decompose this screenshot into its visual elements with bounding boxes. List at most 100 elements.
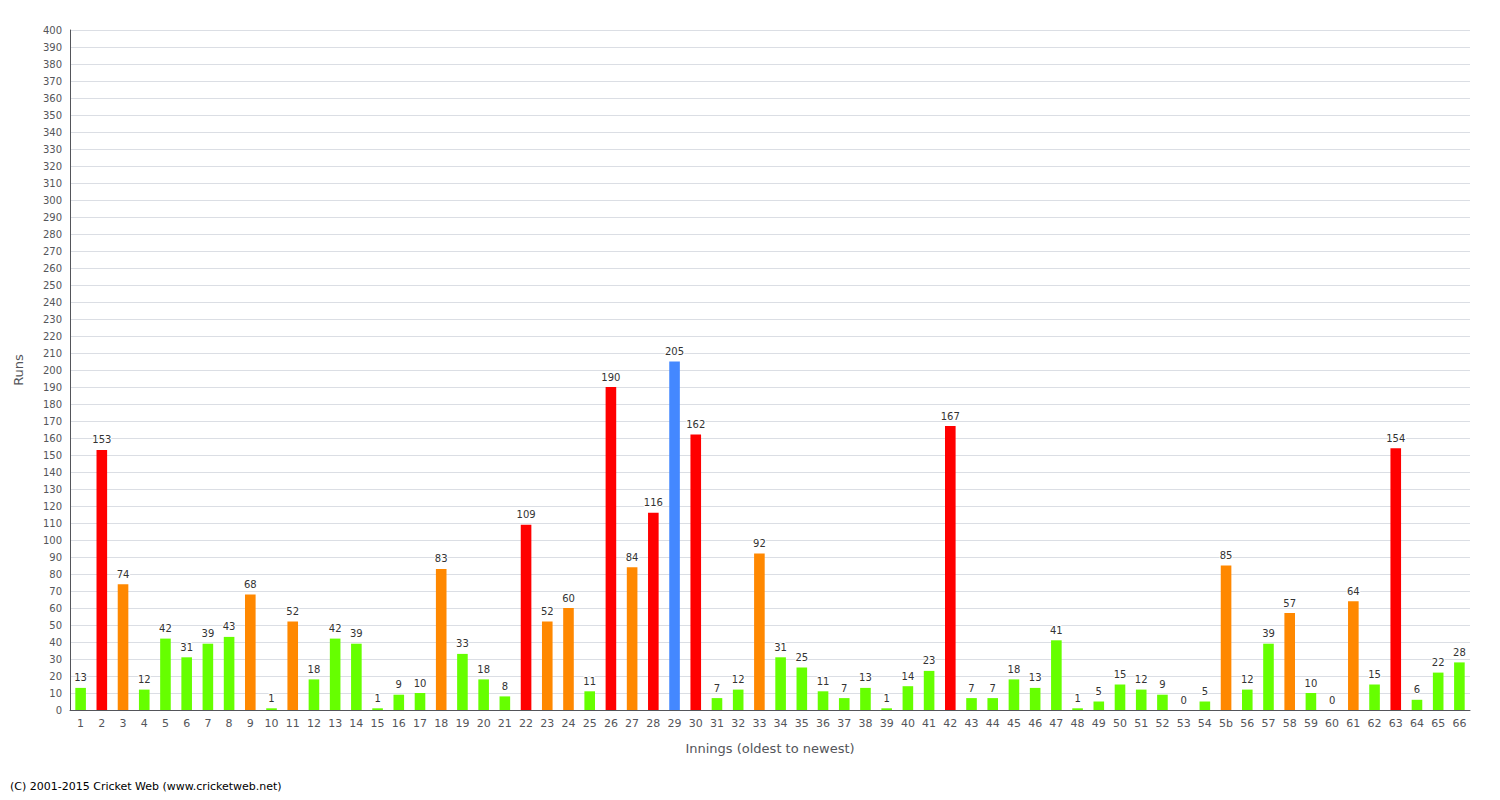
svg-text:2: 2 <box>98 717 105 730</box>
svg-text:56: 56 <box>1240 717 1254 730</box>
svg-text:13: 13 <box>859 672 872 683</box>
svg-text:3: 3 <box>120 717 127 730</box>
svg-text:5: 5 <box>1096 686 1102 697</box>
svg-text:180: 180 <box>43 399 62 410</box>
svg-text:39: 39 <box>202 628 215 639</box>
svg-text:1: 1 <box>374 693 380 704</box>
svg-text:41: 41 <box>1050 625 1063 636</box>
svg-text:64: 64 <box>1347 586 1360 597</box>
svg-text:205: 205 <box>665 346 684 357</box>
svg-text:51: 51 <box>1134 717 1148 730</box>
svg-text:63: 63 <box>1389 717 1403 730</box>
svg-text:57: 57 <box>1283 598 1296 609</box>
svg-text:35: 35 <box>795 717 809 730</box>
svg-text:61: 61 <box>1346 717 1360 730</box>
svg-text:42: 42 <box>943 717 957 730</box>
svg-text:18: 18 <box>1008 664 1021 675</box>
svg-text:60: 60 <box>49 603 62 614</box>
svg-text:52: 52 <box>1155 717 1169 730</box>
svg-text:13: 13 <box>1029 672 1042 683</box>
svg-text:90: 90 <box>49 552 62 563</box>
svg-text:57: 57 <box>1261 717 1275 730</box>
svg-text:40: 40 <box>901 717 915 730</box>
svg-text:12: 12 <box>1241 674 1254 685</box>
svg-text:330: 330 <box>43 144 62 155</box>
svg-text:39: 39 <box>880 717 894 730</box>
svg-text:11: 11 <box>817 676 830 687</box>
svg-text:360: 360 <box>43 93 62 104</box>
svg-text:153: 153 <box>92 434 111 445</box>
svg-text:10: 10 <box>414 678 427 689</box>
svg-text:400: 400 <box>43 25 62 36</box>
svg-text:130: 130 <box>43 484 62 495</box>
svg-text:1: 1 <box>268 693 274 704</box>
svg-text:210: 210 <box>43 348 62 359</box>
svg-text:42: 42 <box>329 623 342 634</box>
svg-text:13: 13 <box>74 672 87 683</box>
svg-text:154: 154 <box>1386 433 1405 444</box>
svg-text:12: 12 <box>1135 674 1148 685</box>
svg-text:39: 39 <box>1262 628 1275 639</box>
svg-text:5b: 5b <box>1219 717 1233 730</box>
svg-text:7: 7 <box>990 683 996 694</box>
svg-text:28: 28 <box>646 717 660 730</box>
svg-text:270: 270 <box>43 246 62 257</box>
svg-text:43: 43 <box>223 621 236 632</box>
svg-text:32: 32 <box>731 717 745 730</box>
svg-text:9: 9 <box>247 717 254 730</box>
svg-text:100: 100 <box>43 535 62 546</box>
svg-text:200: 200 <box>43 365 62 376</box>
svg-text:140: 140 <box>43 467 62 478</box>
svg-text:Runs: Runs <box>11 354 26 386</box>
svg-text:7: 7 <box>204 717 211 730</box>
svg-text:5: 5 <box>162 717 169 730</box>
svg-text:52: 52 <box>286 606 299 617</box>
svg-text:6: 6 <box>1414 684 1420 695</box>
svg-text:43: 43 <box>965 717 979 730</box>
svg-text:170: 170 <box>43 416 62 427</box>
svg-text:150: 150 <box>43 450 62 461</box>
svg-text:190: 190 <box>601 372 620 383</box>
svg-text:28: 28 <box>1453 647 1466 658</box>
svg-text:11: 11 <box>286 717 300 730</box>
svg-text:15: 15 <box>1368 669 1381 680</box>
svg-text:50: 50 <box>49 620 62 631</box>
svg-text:260: 260 <box>43 263 62 274</box>
svg-text:9: 9 <box>1159 679 1165 690</box>
svg-text:26: 26 <box>604 717 618 730</box>
svg-text:4: 4 <box>141 717 148 730</box>
svg-text:160: 160 <box>43 433 62 444</box>
svg-text:240: 240 <box>43 297 62 308</box>
svg-text:110: 110 <box>43 518 62 529</box>
svg-text:45: 45 <box>1007 717 1021 730</box>
svg-text:12: 12 <box>732 674 745 685</box>
svg-text:30: 30 <box>49 654 62 665</box>
svg-text:18: 18 <box>434 717 448 730</box>
svg-text:74: 74 <box>117 569 130 580</box>
svg-text:167: 167 <box>941 411 960 422</box>
svg-text:220: 220 <box>43 331 62 342</box>
svg-text:31: 31 <box>774 642 787 653</box>
svg-text:20: 20 <box>477 717 491 730</box>
svg-text:10: 10 <box>265 717 279 730</box>
svg-text:48: 48 <box>1071 717 1085 730</box>
svg-text:23: 23 <box>923 655 936 666</box>
svg-text:390: 390 <box>43 42 62 53</box>
svg-text:46: 46 <box>1028 717 1042 730</box>
svg-text:6: 6 <box>183 717 190 730</box>
svg-text:44: 44 <box>986 717 1000 730</box>
svg-text:40: 40 <box>49 637 62 648</box>
svg-text:15: 15 <box>1114 669 1127 680</box>
svg-text:19: 19 <box>455 717 469 730</box>
svg-text:39: 39 <box>350 628 363 639</box>
svg-text:59: 59 <box>1304 717 1318 730</box>
svg-text:5: 5 <box>1202 686 1208 697</box>
svg-text:54: 54 <box>1198 717 1212 730</box>
svg-text:29: 29 <box>668 717 682 730</box>
svg-text:23: 23 <box>540 717 554 730</box>
svg-text:1: 1 <box>883 693 889 704</box>
svg-text:1: 1 <box>77 717 84 730</box>
svg-text:27: 27 <box>625 717 639 730</box>
svg-text:70: 70 <box>49 586 62 597</box>
svg-text:25: 25 <box>583 717 597 730</box>
